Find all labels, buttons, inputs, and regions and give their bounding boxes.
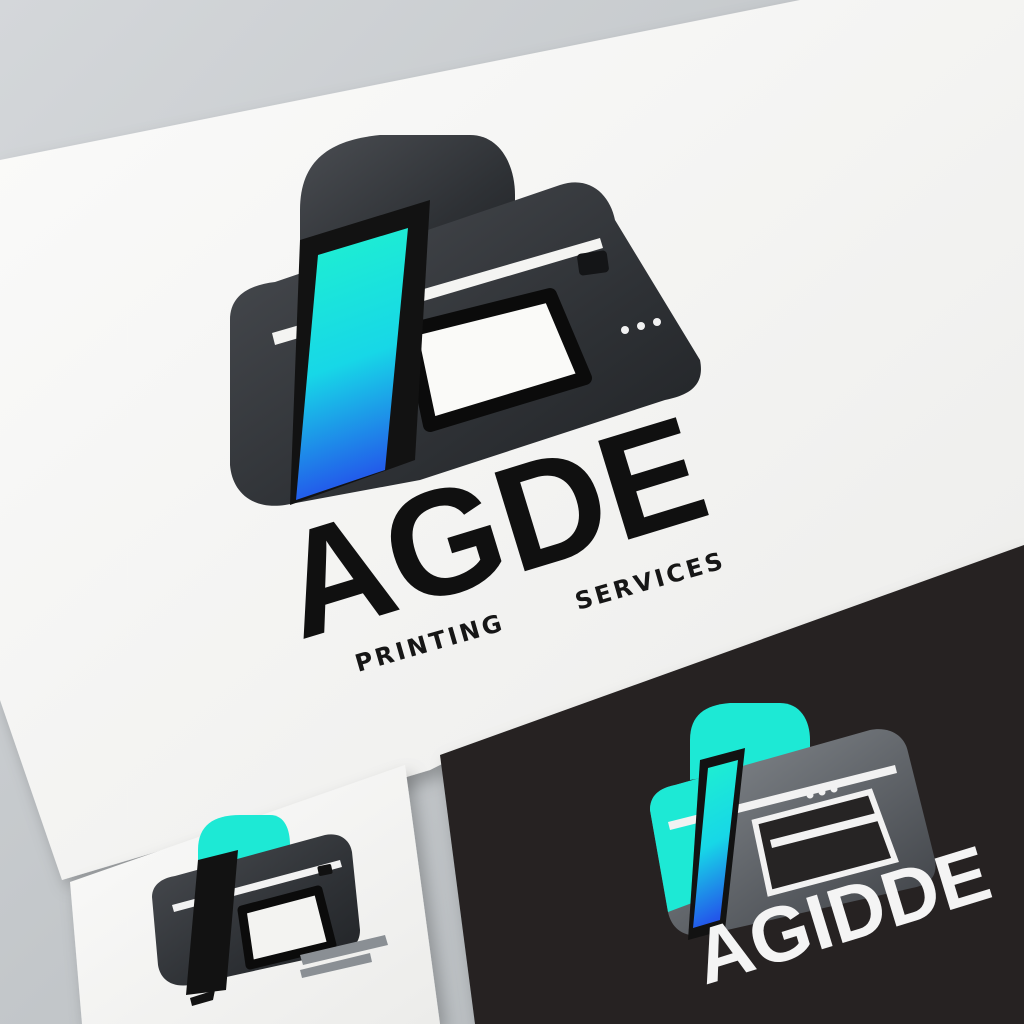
dark-printer-logo-icon: [650, 703, 936, 940]
small-printer-logo-icon: [152, 815, 388, 1006]
printer-logo-icon: [230, 135, 701, 506]
